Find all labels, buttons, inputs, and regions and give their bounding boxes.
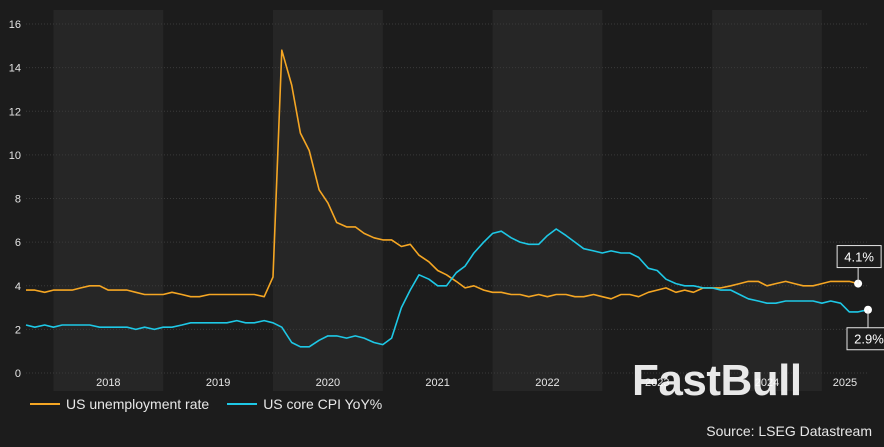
- series-line-unemployment: [26, 49, 859, 300]
- year-shade-band: [273, 10, 383, 391]
- callout-label-unemployment: 4.1%: [844, 250, 874, 265]
- x-tick-label: 2018: [96, 377, 120, 389]
- y-tick-label: 14: [9, 63, 21, 75]
- y-tick-label: 0: [15, 368, 21, 380]
- y-tick-label: 10: [9, 150, 21, 162]
- callout-box-unemployment: [836, 245, 882, 269]
- legend-item-unemployment: US unemployment rate: [30, 396, 209, 412]
- legend-swatch-unemployment: [30, 403, 60, 405]
- x-tick-label: 2023: [645, 377, 669, 389]
- x-tick-label: 2020: [316, 377, 340, 389]
- legend-label-unemployment: US unemployment rate: [66, 396, 210, 412]
- legend-item-core-cpi: US core CPI YoY%: [227, 396, 382, 412]
- year-shade-band: [492, 10, 603, 391]
- callout-label-core-cpi: 2.9%: [854, 332, 884, 347]
- legend-swatch-core-cpi: [227, 403, 258, 405]
- y-tick-label: 2: [15, 324, 21, 336]
- y-tick-label: 6: [15, 237, 21, 249]
- y-tick-label: 16: [9, 19, 21, 31]
- x-tick-label: 2022: [535, 377, 559, 389]
- callout-box-core-cpi: [846, 327, 884, 351]
- source-note: Source: LSEG Datastream: [706, 423, 872, 439]
- x-tick-label: 2021: [425, 377, 449, 389]
- year-shade-band: [712, 10, 822, 391]
- y-tick-label: 12: [9, 106, 21, 118]
- x-tick-label: 2024: [755, 377, 779, 389]
- series-line-core-cpi: [25, 228, 869, 348]
- y-tick-label: 8: [15, 194, 21, 206]
- x-tick-label: 2019: [206, 377, 230, 389]
- x-tick-label: 2025: [833, 377, 857, 389]
- legend-label-core-cpi: US core CPI YoY%: [263, 396, 383, 412]
- legend: US unemployment rate US core CPI YoY%: [30, 396, 382, 412]
- y-tick-label: 4: [15, 281, 21, 293]
